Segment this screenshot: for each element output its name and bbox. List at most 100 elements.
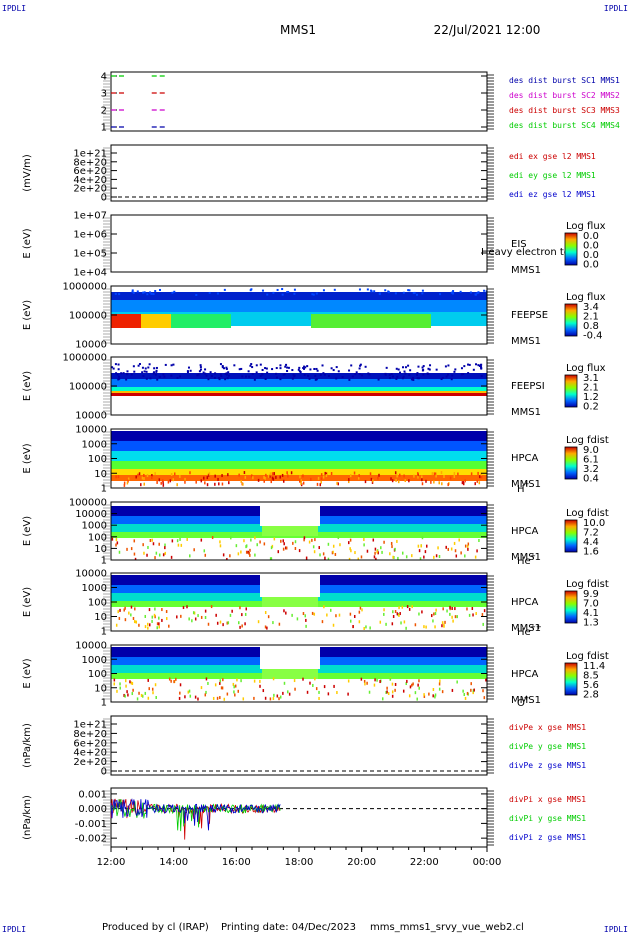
legend-entry: divPe y gse MMS1 [509,742,586,751]
colorbar-label: 2.8 [583,690,599,701]
y-tick-label: 100000 [69,382,107,393]
species-charge: + [530,552,536,560]
spacecraft-label: MMS1 [511,479,541,490]
y-tick-label: 10 [94,683,107,694]
corner-label-bottom-left: IPDLI [2,925,26,934]
colorbar-label: 3.4 [583,302,599,313]
y-tick-label: 10 [94,612,107,623]
species-charge: + [524,480,530,488]
legend-entry: des dist burst SC1 MMS1 [509,76,620,85]
y-axis-label: (nPa/km) [22,723,33,768]
species-charge: + [524,694,530,702]
panel-frame [110,71,488,132]
y-axis-label: E (eV) [22,228,33,258]
legend-entry: edi ey gse l2 MMS1 [509,171,596,180]
colorbar-label: 0.0 [583,231,599,242]
legend-entry: des dist burst SC2 MMS2 [509,91,620,100]
x-tick-label: 00:00 [473,857,502,868]
colorbar [564,232,578,266]
legend-entry: divPi z gse MMS1 [509,833,586,842]
spectrogram-feepse [111,288,487,328]
colorbar-label: 0.2 [583,402,599,413]
colorbar-label: -0.4 [583,331,603,342]
colorbar-title: Log fdist [566,508,609,519]
x-tick-label: 12:00 [97,857,126,868]
panel-eis: 1e+04 1e+05 1e+06 1e+07 E (eV) EIS MMS1 Heavy e… [22,211,606,279]
colorbar-label: 1.2 [583,392,599,403]
colorbar-label: 3.2 [583,464,599,475]
legend-entry: des dist burst SC3 MMS3 [509,106,620,115]
y-tick-label: 1000000 [62,282,107,293]
y-axis-label: E (eV) [22,516,33,546]
x-tick-label: 16:00 [222,857,251,868]
colorbar-label: 9.0 [583,445,599,456]
panel-feepsi: 10000 100000 1000000 E (eV) FEEPSI MMS1 Log fl… [22,353,606,422]
y-axis-label: E (eV) [22,300,33,330]
y-tick-label: 1000000 [62,353,107,364]
spacecraft-label: MMS1 [511,407,541,418]
y-tick-label: 1 [101,627,107,638]
y-tick-label: 10000 [75,641,107,652]
y-tick-label: 1 [101,484,107,495]
colorbar-label: 6.1 [583,455,599,466]
colorbar-label: 0.8 [583,321,599,332]
colorbar [564,446,578,480]
colorbar-label: 7.2 [583,528,599,539]
colorbar-title: Log fdist [566,579,609,590]
y-tick-label: 1e+21 [73,720,107,731]
colorbar-label: 0.0 [583,250,599,261]
spectrogram-hpca_h [111,431,487,487]
y-tick-label: 10000 [75,509,107,520]
y-tick-label: 10000 [75,340,107,351]
legend-entry: divPe z gse MMS1 [509,761,586,770]
y-tick-label: 1000 [82,521,107,532]
y-tick-label: 4e+20 [73,748,107,759]
y-tick-label: 4e+20 [73,175,107,186]
footer-produced-by: Produced by cl (IRAP) [102,922,209,933]
colorbar [564,519,578,553]
y-tick-label: 100000 [69,498,107,509]
y-tick-label: 10000 [75,569,107,580]
instrument-label: HPCA [511,526,539,537]
panel-feepse: 10000 100000 1000000 E (eV) FEEPSE MMS1 Log fl… [22,282,606,351]
y-tick-label: 1000 [82,439,107,450]
y-axis-label: E (eV) [22,658,33,688]
panel-frame [110,501,488,561]
y-tick-label: 6e+20 [73,738,107,749]
colorbar-label: 10.0 [583,518,605,529]
y-axis-label: (mV/m) [22,154,33,192]
y-tick-label: -0.001 [75,819,107,830]
y-axis-label: E (eV) [22,443,33,473]
spectrogram-hpca_hepp [111,573,487,630]
footer-filename: mms_mms1_srvy_vue_web2.cl [370,922,524,933]
panel-frame [110,715,488,776]
spacecraft-label: MMS1 [511,695,541,706]
y-tick-label: 10000 [75,425,107,436]
y-tick-label: 0.001 [78,789,107,800]
legend-entry: divPi y gse MMS1 [509,814,586,823]
y-tick-label: 3 [101,89,107,100]
spacecraft-label: MMS1 [511,336,541,347]
y-tick-label: 1 [101,123,107,134]
y-axis-label: (nPa/km) [22,795,33,840]
y-tick-label: 1 [101,698,107,709]
y-tick-label: 100000 [69,311,107,322]
spectrogram-feepsi [111,363,487,396]
colorbar [564,303,578,337]
spacecraft-label: MMS1 [511,623,541,634]
colorbar-title: Log flux [566,221,606,232]
y-tick-label: 1 [101,556,107,567]
instrument-label: HPCA [511,669,539,680]
datetime-title: 22/Jul/2021 12:00 [434,23,541,37]
legend-entry: edi ez gse l2 MMS1 [509,190,596,199]
colorbar-label: 4.1 [583,608,599,619]
x-tick-label: 14:00 [159,857,188,868]
y-tick-label: 0.000 [78,804,107,815]
colorbar-label: 1.3 [583,618,599,629]
y-tick-label: 8e+20 [73,729,107,740]
species-label: He [517,627,531,638]
colorbar-label: 0.4 [583,474,599,485]
colorbar [564,662,578,696]
